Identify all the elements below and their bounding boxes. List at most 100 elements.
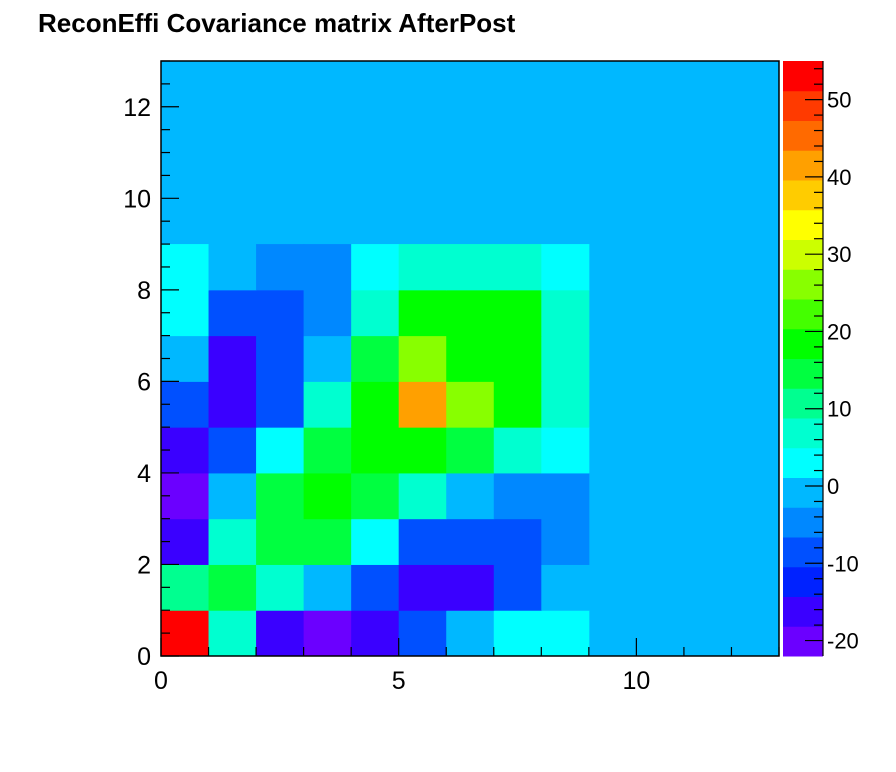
colorbar-band — [783, 209, 823, 240]
heatmap-cell-2-8 — [256, 244, 305, 291]
heatmap-cell-3-5 — [303, 381, 352, 428]
heatmap-cell-5-1 — [398, 564, 447, 611]
colorbar-band — [783, 477, 823, 508]
heatmap-cell-7-6 — [493, 335, 542, 382]
heatmap-cell-7-7 — [493, 289, 542, 337]
x-tick-label: 10 — [622, 667, 650, 695]
axis-tick-labels: 0 5 10 0 2 4 6 8 10 12 — [123, 94, 650, 695]
heatmap-cell-8-7 — [541, 289, 590, 337]
heatmap-cell-1-0 — [208, 610, 257, 657]
heatmap-cell-8-8 — [541, 244, 590, 291]
heatmap-cells — [161, 61, 779, 657]
heatmap-cell-1-1 — [208, 564, 257, 611]
heatmap-cell-7-5 — [493, 381, 542, 428]
colorbar-band — [783, 269, 823, 300]
heatmap-cell-8-3 — [541, 472, 590, 520]
y-tick-label: 2 — [137, 551, 151, 579]
colorbar-band — [783, 328, 823, 359]
heatmap-cell-4-7 — [351, 289, 400, 337]
heatmap-cell-5-4 — [398, 427, 447, 474]
heatmap-cell-7-8 — [493, 244, 542, 291]
heatmap-cell-2-1 — [256, 564, 305, 611]
heatmap-cell-6-0 — [446, 610, 495, 657]
colorbar-tick-label: -20 — [827, 629, 859, 654]
heatmap-cell-4-0 — [351, 610, 400, 657]
colorbar-axis: -20 -10 0 10 20 30 40 50 — [805, 61, 859, 656]
heatmap-cell-2-2 — [256, 518, 305, 565]
heatmap-cell-4-1 — [351, 564, 400, 611]
heatmap-cell-2-3 — [256, 472, 305, 520]
y-tick-label: 0 — [137, 643, 151, 671]
axis-ticks — [160, 60, 780, 657]
colorbar — [783, 61, 823, 657]
y-tick-label: 8 — [137, 277, 151, 305]
heatmap-cell-1-2 — [208, 518, 257, 565]
heatmap-cell-1-7 — [208, 289, 257, 337]
colorbar-tick-label: 30 — [827, 242, 851, 267]
heatmap-cell-1-4 — [208, 427, 257, 474]
heatmap-cell-4-6 — [351, 335, 400, 382]
heatmap-cell-8-1 — [541, 564, 590, 611]
heatmap-cell-5-5 — [398, 381, 447, 428]
heatmap-cell-6-4 — [446, 427, 495, 474]
heatmap-cell-8-0 — [541, 610, 590, 657]
heatmap-cell-8-2 — [541, 518, 590, 565]
colorbar-band — [783, 180, 823, 211]
colorbar-band — [783, 566, 823, 597]
heatmap-cell-3-4 — [303, 427, 352, 474]
heatmap-cell-7-0 — [493, 610, 542, 657]
heatmap-cell-1-5 — [208, 381, 257, 428]
x-tick-label: 5 — [392, 667, 406, 695]
heatmap-cell-7-2 — [493, 518, 542, 565]
heatmap-cell-3-1 — [303, 564, 352, 611]
heatmap-cell-4-8 — [351, 244, 400, 291]
colorbar-tick-label: -10 — [827, 551, 859, 576]
heatmap-cell-6-3 — [446, 472, 495, 520]
colorbar-tick-label: 20 — [827, 319, 851, 344]
heatmap-cell-2-4 — [256, 427, 305, 474]
heatmap-cell-2-0 — [256, 610, 305, 657]
y-tick-label: 10 — [123, 185, 151, 213]
y-tick-label: 4 — [137, 460, 151, 488]
colorbar-band — [783, 537, 823, 568]
colorbar-band — [783, 61, 823, 92]
heatmap-cell-6-6 — [446, 335, 495, 382]
heatmap-cell-5-8 — [398, 244, 447, 291]
x-tick-label: 0 — [154, 667, 168, 695]
heatmap-cell-3-8 — [303, 244, 352, 291]
heatmap-cell-4-2 — [351, 518, 400, 565]
heatmap-cell-3-0 — [303, 610, 352, 657]
colorbar-band — [783, 596, 823, 627]
heatmap-cell-6-1 — [446, 564, 495, 611]
heatmap-cell-1-3 — [208, 472, 257, 520]
y-tick-label: 6 — [137, 368, 151, 396]
colorbar-tick-label: 0 — [827, 474, 839, 499]
heatmap-cell-2-7 — [256, 289, 305, 337]
heatmap-cell-1-6 — [208, 335, 257, 382]
heatmap-cell-4-5 — [351, 381, 400, 428]
heatmap-cell-5-0 — [398, 610, 447, 657]
heatmap-cell-8-4 — [541, 427, 590, 474]
heatmap-cell-5-3 — [398, 472, 447, 520]
heatmap-cell-8-6 — [541, 335, 590, 382]
heatmap-cell-3-6 — [303, 335, 352, 382]
colorbar-band — [783, 418, 823, 449]
heatmap-cell-3-2 — [303, 518, 352, 565]
heatmap-cell-4-3 — [351, 472, 400, 520]
heatmap-cell-1-8 — [208, 244, 257, 291]
heatmap-cell-7-4 — [493, 427, 542, 474]
heatmap-cell-3-3 — [303, 472, 352, 520]
heatmap-cell-6-2 — [446, 518, 495, 565]
heatmap-cell-7-3 — [493, 472, 542, 520]
heatmap-cell-6-8 — [446, 244, 495, 291]
heatmap-cell-4-4 — [351, 427, 400, 474]
colorbar-tick-label: 10 — [827, 397, 851, 422]
heatmap-cell-7-1 — [493, 564, 542, 611]
colorbar-band — [783, 626, 823, 657]
colorbar-tick-label: 50 — [827, 88, 851, 113]
heatmap-cell-5-6 — [398, 335, 447, 382]
heatmap-cell-2-5 — [256, 381, 305, 428]
colorbar-band — [783, 150, 823, 181]
chart-title: ReconEffi Covariance matrix AfterPost — [38, 8, 516, 38]
y-tick-label: 12 — [123, 94, 151, 122]
